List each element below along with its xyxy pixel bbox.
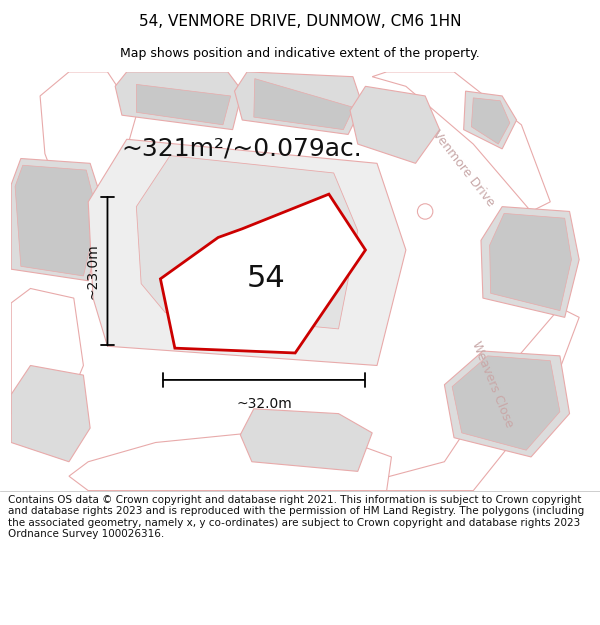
Polygon shape bbox=[15, 165, 98, 276]
Polygon shape bbox=[11, 289, 83, 423]
Polygon shape bbox=[445, 351, 569, 457]
Text: ~32.0m: ~32.0m bbox=[236, 398, 292, 411]
Polygon shape bbox=[69, 433, 391, 491]
Text: 54: 54 bbox=[247, 264, 286, 293]
Polygon shape bbox=[254, 79, 354, 129]
Polygon shape bbox=[481, 207, 579, 318]
Polygon shape bbox=[40, 72, 136, 192]
Polygon shape bbox=[472, 98, 510, 144]
Polygon shape bbox=[11, 159, 106, 281]
Text: Weavers Close: Weavers Close bbox=[469, 339, 516, 430]
Polygon shape bbox=[136, 84, 230, 125]
Polygon shape bbox=[372, 308, 579, 491]
Polygon shape bbox=[88, 139, 406, 366]
Polygon shape bbox=[464, 91, 517, 149]
Circle shape bbox=[418, 204, 433, 219]
Polygon shape bbox=[160, 194, 365, 353]
Text: Venmore Drive: Venmore Drive bbox=[430, 127, 497, 209]
Polygon shape bbox=[452, 356, 560, 450]
Polygon shape bbox=[372, 72, 550, 211]
Polygon shape bbox=[241, 409, 372, 471]
Polygon shape bbox=[490, 213, 571, 311]
Polygon shape bbox=[11, 366, 90, 462]
Text: ~23.0m: ~23.0m bbox=[86, 243, 100, 299]
Polygon shape bbox=[235, 72, 362, 134]
Text: ~321m²/~0.079ac.: ~321m²/~0.079ac. bbox=[122, 137, 362, 161]
Text: Contains OS data © Crown copyright and database right 2021. This information is : Contains OS data © Crown copyright and d… bbox=[8, 494, 584, 539]
Polygon shape bbox=[115, 72, 242, 129]
Text: Map shows position and indicative extent of the property.: Map shows position and indicative extent… bbox=[120, 48, 480, 61]
Polygon shape bbox=[350, 86, 440, 163]
Polygon shape bbox=[136, 156, 358, 329]
Text: 54, VENMORE DRIVE, DUNMOW, CM6 1HN: 54, VENMORE DRIVE, DUNMOW, CM6 1HN bbox=[139, 14, 461, 29]
